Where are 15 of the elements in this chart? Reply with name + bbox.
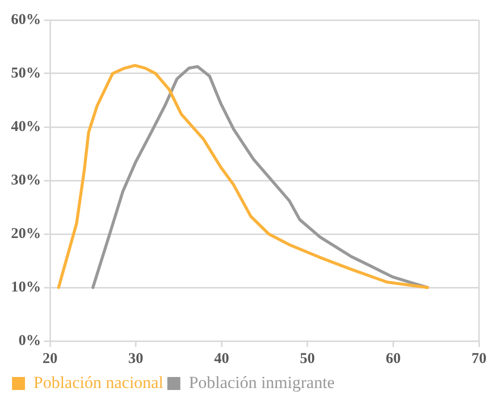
y-tick-label: 10%: [11, 279, 41, 296]
x-tick-label: 50: [300, 350, 315, 367]
y-tick-label: 40%: [11, 118, 41, 135]
x-tick-label: 60: [386, 350, 401, 367]
legend-label: Población nacional: [34, 372, 164, 392]
x-tick-label: 40: [214, 350, 230, 367]
legend-label: Población inmigrante: [188, 372, 335, 392]
x-tick-label: 30: [128, 350, 144, 367]
x-tick-label: 20: [42, 350, 58, 367]
y-tick-label: 60%: [11, 12, 41, 28]
y-tick-label: 50%: [11, 65, 41, 82]
y-tick-label: 0%: [18, 332, 41, 349]
y-tick-label: 20%: [11, 226, 41, 242]
x-tick-label: 70: [472, 350, 486, 367]
y-tick-label: 30%: [11, 172, 41, 188]
